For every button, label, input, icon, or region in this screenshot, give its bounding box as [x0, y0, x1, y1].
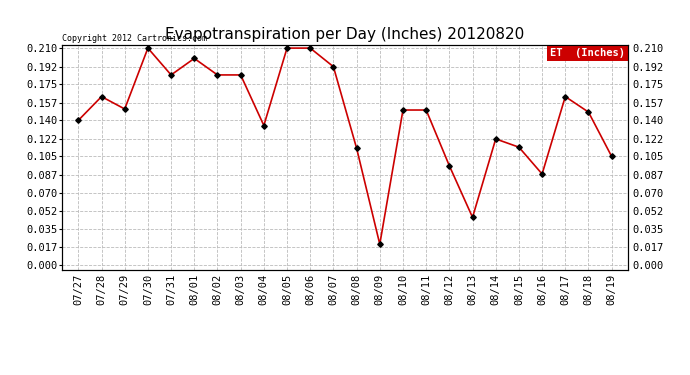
Text: ET  (Inches): ET (Inches) — [550, 48, 625, 58]
Text: Copyright 2012 Cartronics.com: Copyright 2012 Cartronics.com — [62, 34, 207, 43]
Title: Evapotranspiration per Day (Inches) 20120820: Evapotranspiration per Day (Inches) 2012… — [166, 27, 524, 42]
